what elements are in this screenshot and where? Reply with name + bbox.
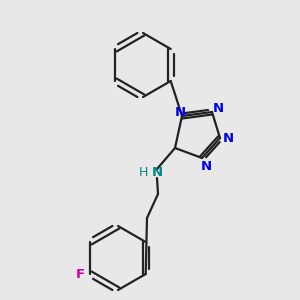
Text: H: H (138, 167, 148, 179)
Text: N: N (174, 106, 186, 119)
Text: N: N (152, 167, 163, 179)
Text: N: N (212, 103, 224, 116)
Text: N: N (200, 160, 211, 172)
Text: N: N (222, 133, 234, 146)
Text: F: F (76, 268, 85, 281)
